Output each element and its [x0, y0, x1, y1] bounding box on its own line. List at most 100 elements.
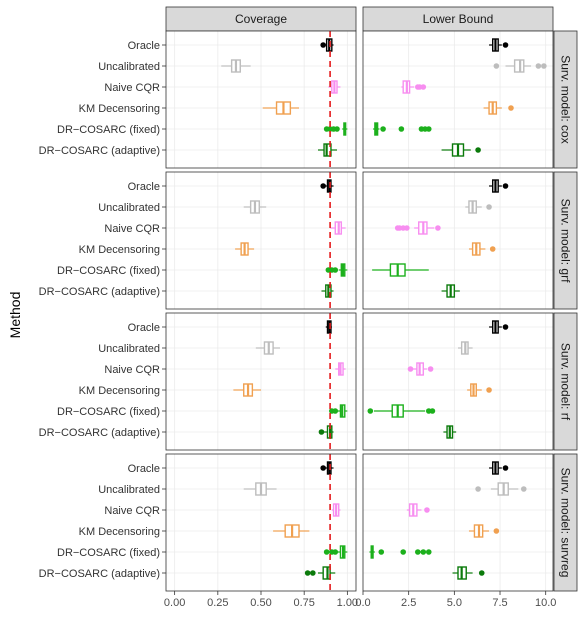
- box-0: [325, 320, 332, 334]
- method-label: DR−COSARC (fixed): [57, 547, 160, 559]
- outlier-point: [475, 147, 481, 153]
- outlier-point: [332, 408, 339, 414]
- outlier-point: [489, 246, 496, 252]
- row-header-strip: [553, 30, 578, 169]
- x-tick-label: 0.25: [207, 597, 228, 609]
- box-4: [323, 545, 348, 559]
- outlier-point: [475, 486, 481, 492]
- outlier-point: [420, 84, 427, 90]
- box-5: [321, 284, 334, 298]
- method-label: Uncalibrated: [98, 202, 160, 214]
- box-5: [441, 284, 460, 298]
- box-2: [328, 80, 341, 94]
- outlier-point: [486, 387, 492, 393]
- box-1: [255, 341, 280, 355]
- method-label: KM Decensoring: [79, 385, 160, 397]
- box-4: [373, 122, 432, 136]
- box-1: [243, 200, 267, 214]
- box-1: [465, 200, 492, 214]
- panel-border: [362, 453, 554, 592]
- outlier-point: [320, 465, 326, 471]
- panel-border: [165, 312, 357, 451]
- outlier-point: [320, 42, 326, 48]
- outlier-point: [323, 549, 330, 555]
- method-label: DR−COSARC (adaptive): [39, 427, 160, 439]
- method-label: KM Decensoring: [79, 244, 160, 256]
- box-1: [493, 59, 547, 73]
- x-tick-label: 5.0: [447, 597, 462, 609]
- panel-border: [165, 30, 357, 169]
- method-label: DR−COSARC (fixed): [57, 406, 160, 418]
- outlier-point: [435, 225, 441, 231]
- method-label: DR−COSARC (fixed): [57, 124, 160, 136]
- method-label: DR−COSARC (adaptive): [39, 286, 160, 298]
- box-3: [483, 101, 514, 115]
- box-1: [221, 59, 251, 73]
- column-header-strip: [362, 6, 554, 32]
- panel-border: [362, 30, 554, 169]
- outlier-point: [502, 42, 509, 48]
- box-3: [468, 524, 500, 538]
- method-label: DR−COSARC (adaptive): [39, 568, 160, 580]
- panel-background: [363, 313, 553, 450]
- outlier-point: [332, 549, 339, 555]
- row-header-label: Surv. model: cox: [559, 55, 573, 143]
- box-1: [475, 482, 527, 496]
- outlier-point: [334, 126, 340, 132]
- box-0: [489, 461, 509, 475]
- outlier-point: [404, 225, 410, 231]
- box-2: [394, 221, 441, 235]
- method-label: Naive CQR: [104, 505, 160, 517]
- outlier-point: [493, 528, 500, 534]
- outlier-point: [486, 204, 492, 210]
- outlier-point: [478, 570, 485, 576]
- box-0: [320, 461, 334, 475]
- row-header-label: Surv. model: survreg: [559, 468, 573, 578]
- box-0: [489, 320, 509, 334]
- box-4: [329, 404, 348, 418]
- method-label: Uncalibrated: [98, 343, 160, 355]
- outlier-point: [425, 126, 432, 132]
- box-3: [235, 242, 255, 256]
- box-5: [318, 143, 337, 157]
- box-5: [304, 566, 336, 580]
- row-header-strip: [553, 171, 578, 310]
- box-0: [320, 179, 334, 193]
- outlier-point: [502, 183, 509, 189]
- box-2: [406, 503, 430, 517]
- box-2: [330, 221, 346, 235]
- box-5: [452, 566, 485, 580]
- box-3: [467, 383, 492, 397]
- method-label: Oracle: [128, 322, 160, 334]
- box-2: [331, 503, 341, 517]
- column-header-strip: [165, 6, 357, 32]
- outlier-point: [427, 366, 434, 372]
- box-4: [372, 263, 429, 277]
- box-5: [443, 425, 457, 439]
- x-tick-label: 7.5: [492, 597, 507, 609]
- x-tick-label: 0.00: [164, 597, 185, 609]
- panel-border: [362, 171, 554, 310]
- x-tick-label: 0.0: [355, 597, 370, 609]
- box-1: [458, 341, 473, 355]
- panel-border: [165, 171, 357, 310]
- method-label: DR−COSARC (fixed): [57, 265, 160, 277]
- outlier-point: [493, 63, 500, 69]
- box-5: [441, 143, 481, 157]
- outlier-point: [400, 549, 406, 555]
- box-4: [323, 122, 348, 136]
- panel-background: [363, 172, 553, 309]
- outlier-point: [502, 324, 509, 330]
- box-3: [468, 242, 496, 256]
- outlier-point: [310, 570, 316, 576]
- method-label: Oracle: [128, 40, 160, 52]
- outlier-point: [420, 549, 427, 555]
- outlier-point: [318, 429, 325, 435]
- box-4: [369, 545, 432, 559]
- row-header-label: Surv. model: grf: [559, 199, 573, 283]
- x-tick-label: 1.00: [337, 597, 358, 609]
- x-tick-label: 0.75: [293, 597, 314, 609]
- outlier-point: [425, 549, 432, 555]
- x-tick-label: 0.50: [250, 597, 271, 609]
- y-axis-title: Method: [7, 292, 23, 339]
